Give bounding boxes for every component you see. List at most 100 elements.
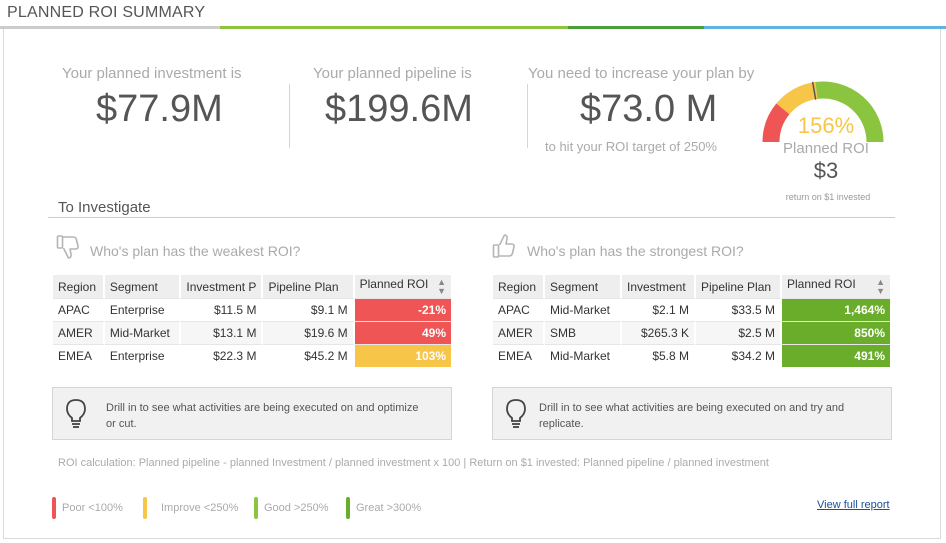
legend-label: Great >300% bbox=[356, 502, 422, 514]
content-panel bbox=[3, 29, 941, 539]
legend-label: Improve <250% bbox=[161, 502, 239, 514]
column-header-roi-label: Planned ROI bbox=[359, 277, 429, 291]
pipeline-cell: $34.2 M bbox=[696, 344, 782, 367]
strongest-tip-box: Drill in to see what activities are bein… bbox=[492, 387, 892, 440]
roi-cell: 103% bbox=[354, 344, 451, 367]
segment-cell: SMB bbox=[545, 321, 622, 344]
gauge-needle bbox=[811, 81, 817, 100]
legend-swatch bbox=[143, 497, 147, 519]
segment-cell: Enterprise bbox=[104, 298, 182, 321]
column-header-segment[interactable]: Segment bbox=[104, 275, 182, 298]
header-line-dark-green bbox=[568, 26, 704, 29]
pipeline-cell: $9.1 M bbox=[263, 298, 355, 321]
column-header-region[interactable]: Region bbox=[53, 275, 105, 298]
strongest-question: Who's plan has the strongest ROI? bbox=[527, 243, 744, 259]
legend-swatch bbox=[346, 497, 350, 519]
gauge-label: Planned ROI bbox=[783, 140, 869, 157]
investment-cell: $265.3 K bbox=[622, 321, 696, 344]
legend-label: Poor <100% bbox=[62, 502, 123, 514]
column-header-pipeline[interactable]: Pipeline Plan bbox=[263, 275, 355, 298]
increase-label: You need to increase your plan by bbox=[528, 65, 755, 82]
column-header-segment[interactable]: Segment bbox=[545, 275, 622, 298]
header-line-green bbox=[220, 26, 568, 29]
investment-value: $77.9M bbox=[96, 88, 223, 130]
weakest-roi-table: Region Segment Investment P Pipeline Pla… bbox=[53, 275, 451, 367]
table-row[interactable]: APAC Mid-Market $2.1 M $33.5 M 1,464% bbox=[493, 298, 890, 321]
thumbs-down-icon bbox=[56, 235, 79, 259]
column-header-investment[interactable]: Investment P bbox=[181, 275, 264, 298]
pipeline-cell: $45.2 M bbox=[263, 344, 355, 367]
investment-cell: $2.1 M bbox=[622, 298, 696, 321]
roi-cell: 850% bbox=[782, 321, 890, 344]
lightbulb-icon bbox=[66, 399, 86, 428]
column-header-roi-label: Planned ROI bbox=[787, 277, 856, 291]
section-divider bbox=[48, 217, 895, 218]
investment-cell: $22.3 M bbox=[181, 344, 264, 367]
roi-cell: -21% bbox=[354, 298, 451, 321]
roi-cell: 491% bbox=[782, 344, 890, 367]
pipeline-value: $199.6M bbox=[325, 88, 473, 130]
table-row[interactable]: AMER SMB $265.3 K $2.5 M 850% bbox=[493, 321, 890, 344]
column-header-roi[interactable]: Planned ROI ▲ ▼ bbox=[354, 275, 451, 298]
roi-gauge-chart bbox=[762, 81, 884, 143]
increase-subtext: to hit your ROI target of 250% bbox=[545, 139, 717, 154]
segment-cell: Mid-Market bbox=[545, 298, 622, 321]
roi-cell: 1,464% bbox=[782, 298, 890, 321]
gauge-amount: $3 bbox=[813, 158, 839, 183]
header-line-blue bbox=[704, 26, 946, 29]
legend-swatch bbox=[52, 497, 56, 519]
region-cell: AMER bbox=[53, 321, 105, 344]
sort-icon[interactable]: ▲ ▼ bbox=[437, 277, 446, 296]
segment-cell: Mid-Market bbox=[545, 344, 622, 367]
table-row[interactable]: EMEA Enterprise $22.3 M $45.2 M 103% bbox=[53, 344, 451, 367]
sort-icon[interactable]: ▲ ▼ bbox=[876, 277, 885, 296]
gauge-segment-good bbox=[815, 81, 884, 143]
roi-gauge bbox=[758, 78, 888, 150]
column-header-region[interactable]: Region bbox=[493, 275, 545, 298]
header-bar: PLANNED ROI SUMMARY bbox=[0, 0, 946, 30]
table-row[interactable]: AMER Mid-Market $13.1 M $19.6 M 49% bbox=[53, 321, 451, 344]
legend-label: Good >250% bbox=[264, 502, 329, 514]
strongest-roi-table: Region Segment Investment Pipeline Plan … bbox=[493, 275, 890, 367]
region-cell: APAC bbox=[493, 298, 545, 321]
column-header-pipeline[interactable]: Pipeline Plan bbox=[696, 275, 782, 298]
investment-cell: $5.8 M bbox=[622, 344, 696, 367]
weakest-tip-text: Drill in to see what activities are bein… bbox=[106, 402, 419, 430]
roi-cell: 49% bbox=[354, 321, 451, 344]
strongest-tip-text: Drill in to see what activities are bein… bbox=[539, 402, 845, 430]
widget-title: PLANNED ROI SUMMARY bbox=[7, 4, 206, 21]
column-header-roi[interactable]: Planned ROI ▲ ▼ bbox=[782, 275, 890, 298]
weakest-question: Who's plan has the weakest ROI? bbox=[90, 243, 301, 259]
segment-cell: Enterprise bbox=[104, 344, 182, 367]
pipeline-label: Your planned pipeline is bbox=[313, 65, 472, 82]
view-full-report-link[interactable]: View full report bbox=[817, 499, 890, 511]
table-row[interactable]: APAC Enterprise $11.5 M $9.1 M -21% bbox=[53, 298, 451, 321]
lightbulb-icon bbox=[506, 399, 526, 428]
segment-cell: Mid-Market bbox=[104, 321, 182, 344]
column-header-investment[interactable]: Investment bbox=[622, 275, 696, 298]
investment-cell: $13.1 M bbox=[181, 321, 264, 344]
kpi-divider bbox=[289, 84, 290, 148]
weakest-tip-box: Drill in to see what activities are bein… bbox=[52, 387, 452, 440]
region-cell: EMEA bbox=[53, 344, 105, 367]
gauge-segment-poor bbox=[762, 103, 790, 143]
gauge-percent: 156% bbox=[797, 113, 855, 138]
kpi-divider bbox=[527, 84, 528, 148]
investment-label: Your planned investment is bbox=[62, 65, 242, 82]
table-row[interactable]: EMEA Mid-Market $5.8 M $34.2 M 491% bbox=[493, 344, 890, 367]
gauge-segment-improve bbox=[776, 81, 818, 115]
roi-calculation-note: ROI calculation: Planned pipeline - plan… bbox=[58, 457, 769, 469]
section-title: To Investigate bbox=[58, 199, 151, 216]
pipeline-cell: $33.5 M bbox=[696, 298, 782, 321]
header-line-gray bbox=[0, 26, 220, 29]
increase-value: $73.0 M bbox=[580, 88, 718, 130]
legend-swatch bbox=[254, 497, 258, 519]
region-cell: EMEA bbox=[493, 344, 545, 367]
gauge-note: return on $1 invested bbox=[785, 192, 871, 202]
region-cell: AMER bbox=[493, 321, 545, 344]
pipeline-cell: $2.5 M bbox=[696, 321, 782, 344]
pipeline-cell: $19.6 M bbox=[263, 321, 355, 344]
thumbs-up-icon bbox=[492, 234, 515, 258]
investment-cell: $11.5 M bbox=[181, 298, 264, 321]
